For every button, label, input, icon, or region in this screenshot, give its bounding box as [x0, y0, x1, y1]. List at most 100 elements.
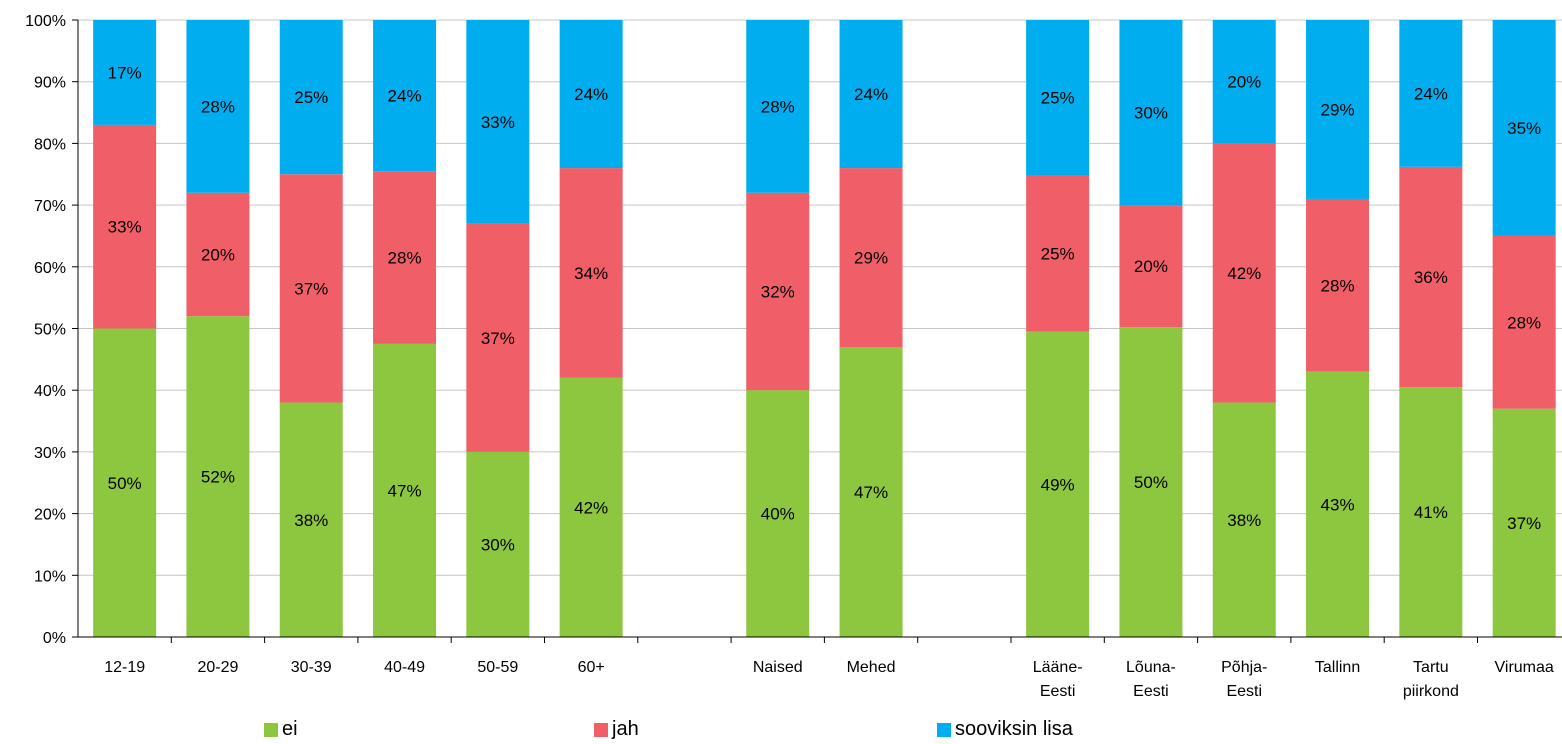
bar-segment-ei	[1306, 371, 1370, 637]
x-tick-label: 20-29	[197, 659, 238, 676]
data-label-jah: 36%	[1414, 268, 1448, 287]
data-label-lisa: 35%	[1507, 119, 1541, 138]
data-label-jah: 32%	[761, 282, 795, 301]
bar-segment-lisa	[466, 20, 530, 224]
data-label-jah: 37%	[481, 329, 515, 348]
bar-segment-jah	[559, 168, 623, 378]
x-tick-label: 12-19	[104, 659, 145, 676]
bar-segment-jah	[839, 168, 903, 348]
data-label-jah: 42%	[1227, 264, 1261, 283]
data-label-ei: 42%	[574, 498, 608, 517]
data-label-ei: 43%	[1321, 495, 1355, 514]
x-tick-label: 50-59	[477, 659, 518, 676]
bar-segment-ei	[1399, 387, 1463, 637]
y-tick-label: 80%	[34, 136, 66, 153]
legend-item-ei: ei	[264, 718, 298, 741]
bar-segment-lisa	[1399, 20, 1463, 167]
data-label-lisa: 25%	[1041, 89, 1075, 108]
x-tick-label: Eesti	[1040, 683, 1076, 700]
bar-segment-jah	[1399, 166, 1463, 388]
legend-swatch-ei	[264, 722, 278, 737]
x-tick-label: Eesti	[1133, 683, 1169, 700]
data-label-lisa: 24%	[854, 85, 888, 104]
bar-segment-ei	[373, 343, 437, 637]
data-label-ei: 30%	[481, 535, 515, 554]
data-label-lisa: 24%	[574, 85, 608, 104]
data-label-ei: 50%	[1134, 473, 1168, 492]
bar-segment-lisa	[559, 20, 623, 169]
bar-segment-ei	[186, 316, 250, 637]
bar-segment-jah	[466, 223, 530, 452]
bar-segment-lisa	[746, 20, 810, 193]
data-label-jah: 34%	[574, 264, 608, 283]
bar-segment-jah	[1119, 205, 1183, 328]
y-tick-label: 50%	[34, 322, 66, 339]
bar-segment-jah	[373, 171, 437, 344]
bar-segment-ei	[1212, 402, 1276, 637]
bar-segment-jah	[93, 124, 157, 329]
data-label-lisa: 28%	[761, 97, 795, 116]
legend-item-sooviksin-lisa: sooviksin lisa	[937, 718, 1073, 741]
data-label-ei: 41%	[1414, 503, 1448, 522]
y-tick-label: 30%	[34, 445, 66, 462]
bar-segment-ei	[559, 377, 623, 637]
x-tick-label: Lääne-	[1033, 659, 1083, 676]
bar-segment-jah	[186, 192, 250, 317]
x-tick-label: Tartu	[1413, 659, 1449, 676]
data-label-lisa: 33%	[481, 113, 515, 132]
x-tick-label: piirkond	[1403, 683, 1459, 700]
data-label-jah: 29%	[854, 249, 888, 268]
x-tick-label: Lõuna-	[1126, 659, 1176, 676]
x-tick-label: Tallinn	[1315, 659, 1360, 676]
x-tick-label: Eesti	[1226, 683, 1262, 700]
bar-segment-lisa	[1119, 20, 1183, 206]
bar-segment-lisa	[1492, 20, 1556, 236]
x-tick-label: 40-49	[384, 659, 425, 676]
bar-segment-lisa	[1306, 20, 1370, 199]
bar-segment-jah	[1026, 175, 1090, 332]
data-label-lisa: 24%	[388, 87, 422, 106]
data-label-jah: 20%	[201, 245, 235, 264]
x-tick-label: Mehed	[847, 659, 896, 676]
bar-segment-ei	[1119, 327, 1183, 637]
bar-segment-lisa	[373, 20, 437, 172]
legend-swatch-sooviksin-lisa	[937, 722, 951, 737]
data-label-ei: 49%	[1041, 475, 1075, 494]
legend-label-ei: ei	[282, 718, 298, 740]
data-label-lisa: 28%	[201, 97, 235, 116]
x-tick-label: 60+	[578, 659, 605, 676]
data-label-ei: 38%	[1227, 511, 1261, 530]
bar-segment-jah	[1492, 235, 1556, 409]
bar-segment-lisa	[1212, 20, 1276, 144]
x-tick-label: 30-39	[291, 659, 332, 676]
y-tick-label: 40%	[34, 383, 66, 400]
x-tick-label: Virumaa	[1495, 659, 1554, 676]
bar-segment-lisa	[839, 20, 903, 169]
bar-segment-ei	[1026, 331, 1090, 637]
y-tick-label: 70%	[34, 198, 66, 215]
data-label-lisa: 17%	[108, 63, 142, 82]
y-tick-label: 90%	[34, 75, 66, 92]
y-tick-label: 60%	[34, 260, 66, 277]
data-label-ei: 38%	[294, 511, 328, 530]
data-label-lisa: 25%	[294, 88, 328, 107]
data-label-ei: 50%	[108, 474, 142, 493]
bar-segment-ei	[466, 451, 530, 637]
data-label-jah: 20%	[1134, 257, 1168, 276]
y-tick-label: 10%	[34, 568, 66, 585]
data-label-ei: 47%	[854, 483, 888, 502]
data-label-jah: 28%	[1321, 276, 1355, 295]
data-label-ei: 40%	[761, 505, 795, 524]
bar-segment-ei	[93, 328, 157, 637]
y-tick-label: 20%	[34, 507, 66, 524]
bar-segment-ei	[1492, 408, 1556, 637]
y-tick-label: 100%	[25, 13, 66, 30]
bar-segment-jah	[1212, 143, 1276, 403]
bar-segment-jah	[746, 192, 810, 391]
legend-swatch-jah	[594, 722, 608, 737]
bar-segment-ei	[746, 390, 810, 637]
bar-segment-ei	[279, 402, 343, 637]
data-label-lisa: 30%	[1134, 104, 1168, 123]
data-label-lisa: 24%	[1414, 84, 1448, 103]
